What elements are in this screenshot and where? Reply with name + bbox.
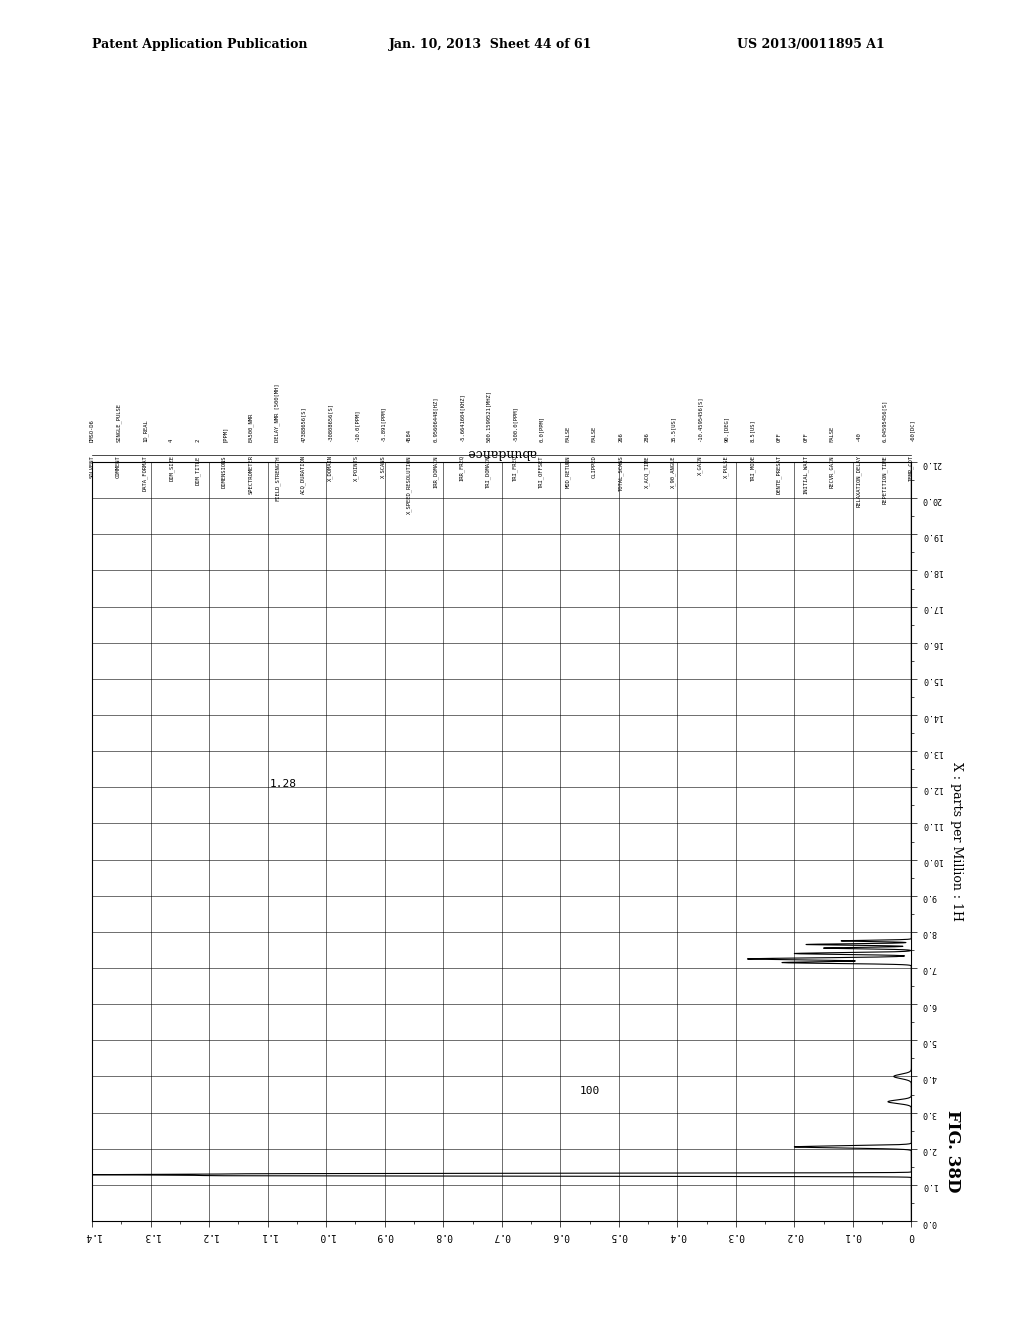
Text: OFF: OFF <box>777 433 781 442</box>
Text: 1D_REAL: 1D_REAL <box>142 420 147 442</box>
Text: X_POINTS: X_POINTS <box>353 455 359 482</box>
Text: 1.28: 1.28 <box>270 779 297 789</box>
Text: Jan. 10, 2013  Sheet 44 of 61: Jan. 10, 2013 Sheet 44 of 61 <box>389 37 593 50</box>
Text: DIM_SIZE: DIM_SIZE <box>169 455 174 482</box>
Text: TRI_FREQ: TRI_FREQ <box>512 455 518 482</box>
Text: X_SPEED_RESOLUTION: X_SPEED_RESOLUTION <box>407 455 412 513</box>
Text: 286: 286 <box>644 433 649 442</box>
Text: EA500_NMR: EA500_NMR <box>248 413 254 442</box>
Text: TOTAL_SCANS: TOTAL_SCANS <box>617 455 624 491</box>
Text: RECVR_GAIN: RECVR_GAIN <box>829 455 835 488</box>
Text: SOLVENT: SOLVENT <box>90 455 94 478</box>
Text: -40: -40 <box>856 433 861 442</box>
Text: DMSO-D6: DMSO-D6 <box>90 420 94 442</box>
Text: IRR_FREQ: IRR_FREQ <box>460 455 465 482</box>
Text: SPECTROMETER: SPECTROMETER <box>248 455 253 495</box>
Text: -5.6641604[KHZ]: -5.6641604[KHZ] <box>460 393 465 442</box>
Text: 8.5[US]: 8.5[US] <box>751 420 756 442</box>
Text: DELAY_NMR [500[MH]: DELAY_NMR [500[MH] <box>274 384 280 442</box>
Text: -5.891[PPM]: -5.891[PPM] <box>380 407 385 442</box>
Text: 100: 100 <box>580 1086 600 1097</box>
Text: FIG. 38D: FIG. 38D <box>944 1110 961 1192</box>
Text: X_SCANS: X_SCANS <box>380 455 386 478</box>
Text: SINGLE_PULSE: SINGLE_PULSE <box>116 403 122 442</box>
Text: DATA_FORMAT: DATA_FORMAT <box>142 455 147 491</box>
Text: -500.0[PPM]: -500.0[PPM] <box>512 407 517 442</box>
Text: OFF: OFF <box>803 433 808 442</box>
Text: 4584: 4584 <box>407 429 412 442</box>
Text: TEMP_COT: TEMP_COT <box>908 455 914 482</box>
Text: X_GAIN: X_GAIN <box>697 455 702 475</box>
Text: 266: 266 <box>618 433 624 442</box>
Text: IRR_DOMAIN: IRR_DOMAIN <box>433 455 438 488</box>
Text: TRI_OFFSET: TRI_OFFSET <box>539 455 544 488</box>
Text: -30808656[S]: -30808656[S] <box>328 403 333 442</box>
Text: INITIAL_WAIT: INITIAL_WAIT <box>803 455 809 495</box>
Text: TRI_MODE: TRI_MODE <box>750 455 756 482</box>
Text: CLIPPED: CLIPPED <box>592 455 597 478</box>
Text: ACQ_DURATION: ACQ_DURATION <box>301 455 306 495</box>
Text: 4: 4 <box>169 440 174 442</box>
Text: -10.0[PPM]: -10.0[PPM] <box>354 409 359 442</box>
Text: FALSE: FALSE <box>592 426 597 442</box>
Text: MOD_RETURN: MOD_RETURN <box>565 455 570 488</box>
Text: RELAXATION_DELAY: RELAXATION_DELAY <box>856 455 861 507</box>
Text: US 2013/0011895 A1: US 2013/0011895 A1 <box>737 37 885 50</box>
Text: 0.0[PPM]: 0.0[PPM] <box>539 416 544 442</box>
Text: 500.1599521[MHZ]: 500.1599521[MHZ] <box>486 391 492 442</box>
Text: X_90_ANGLE: X_90_ANGLE <box>671 455 676 488</box>
Text: DIMENSIONS: DIMENSIONS <box>222 455 226 488</box>
Text: X_PULSE: X_PULSE <box>724 455 729 478</box>
Text: 47388656[S]: 47388656[S] <box>301 407 306 442</box>
Text: [PPM]: [PPM] <box>222 426 226 442</box>
Text: FALSE: FALSE <box>565 426 570 442</box>
Y-axis label: X : parts per Million : 1H: X : parts per Million : 1H <box>949 762 963 921</box>
Text: DENTE_PRESAT: DENTE_PRESAT <box>776 455 782 495</box>
Text: TRI_DOMAIN: TRI_DOMAIN <box>485 455 492 488</box>
Text: X_ACQ_TIME: X_ACQ_TIME <box>644 455 650 488</box>
Text: 35.5[US]: 35.5[US] <box>671 416 676 442</box>
Text: 2: 2 <box>196 440 201 442</box>
Text: COMMENT: COMMENT <box>116 455 121 478</box>
Text: X_DOMAIN: X_DOMAIN <box>328 455 333 482</box>
Text: 6.04595456[S]: 6.04595456[S] <box>883 400 888 442</box>
X-axis label: abundance: abundance <box>467 446 537 459</box>
Text: 90.[DEG]: 90.[DEG] <box>724 416 729 442</box>
Text: -60[DC]: -60[DC] <box>909 420 913 442</box>
Text: FIELD_STRENGTH: FIELD_STRENGTH <box>274 455 280 500</box>
Text: FALSE: FALSE <box>829 426 835 442</box>
Text: 0.95606448[HZ]: 0.95606448[HZ] <box>433 397 438 442</box>
Text: REPETITION_TIME: REPETITION_TIME <box>882 455 888 504</box>
Text: Patent Application Publication: Patent Application Publication <box>92 37 307 50</box>
Text: DIM_TITLE: DIM_TITLE <box>195 455 201 484</box>
Text: -10.4595456[S]: -10.4595456[S] <box>697 397 702 442</box>
